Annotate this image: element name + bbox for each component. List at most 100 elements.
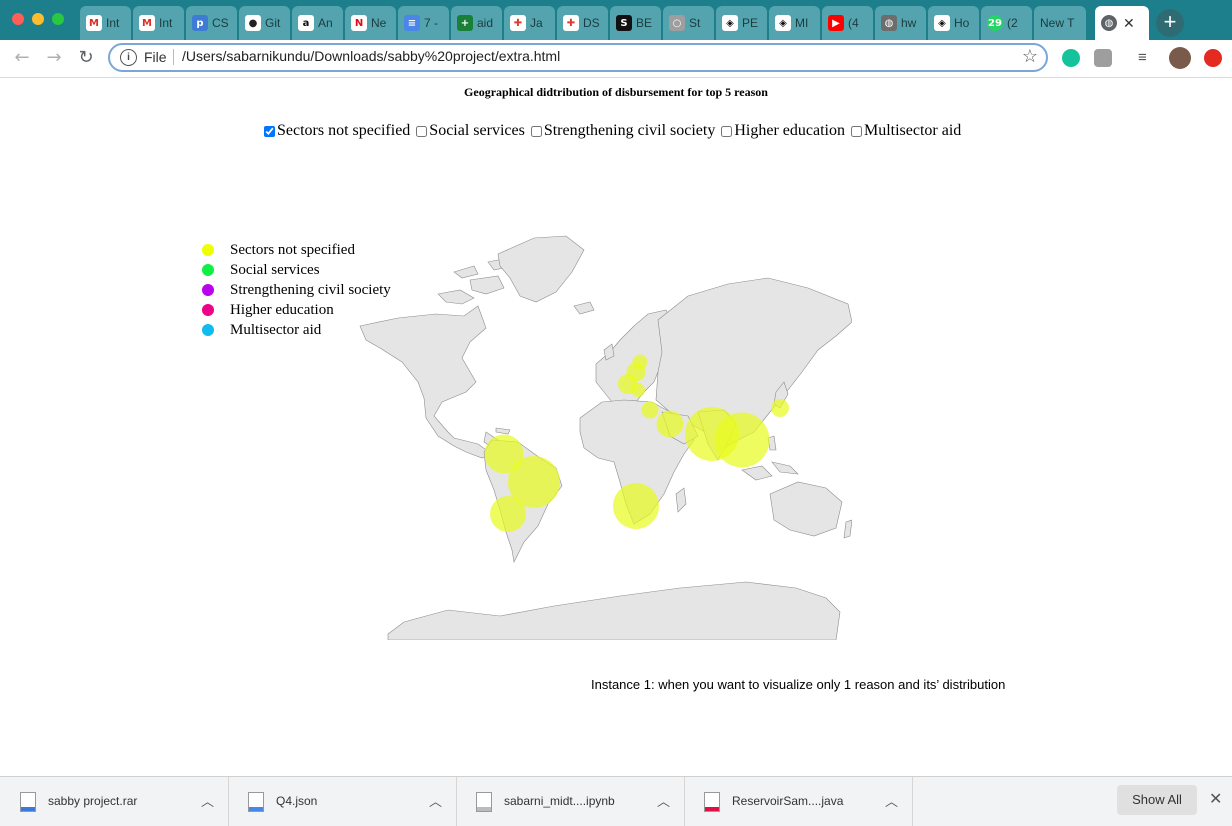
tab-10[interactable]: ✚ DS — [557, 6, 608, 40]
tab-1[interactable]: M Int — [80, 6, 131, 40]
tab-strip: M Int M Int p CS ● Git a An N Ne ≡ 7 - + aid ✚ Ja ✚ DS S BE ○ S… — [0, 0, 1232, 40]
disbursement-bubble[interactable] — [484, 434, 524, 474]
chevron-up-icon[interactable]: ︿ — [656, 794, 670, 809]
filter-label: Multisector aid — [863, 122, 962, 139]
tab-11[interactable]: S BE — [610, 6, 661, 40]
globe-icon: ◍ — [1101, 15, 1117, 31]
back-button[interactable]: ← — [14, 47, 30, 68]
download-item[interactable]: ReservoirSam....java ︿ — [684, 777, 913, 826]
disbursement-bubble[interactable] — [613, 483, 659, 529]
disbursement-bubble[interactable] — [508, 456, 560, 508]
world-map — [359, 235, 852, 640]
close-window-button[interactable] — [12, 13, 24, 25]
download-item[interactable]: sabarni_midt....ipynb ︿ — [456, 777, 685, 826]
extension-icon[interactable] — [1094, 49, 1112, 67]
tab-17[interactable]: ◈ Ho — [928, 6, 979, 40]
forward-button[interactable]: → — [46, 47, 62, 68]
update-icon[interactable] — [1204, 49, 1222, 67]
amazon-icon: a — [298, 15, 314, 31]
filter-label: Higher education — [734, 122, 845, 139]
tab-3[interactable]: p CS — [186, 6, 237, 40]
filter-checkbox[interactable] — [721, 125, 733, 137]
tab-12[interactable]: ○ St — [663, 6, 714, 40]
download-item[interactable]: sabby project.rar ︿ — [0, 777, 229, 826]
filter-option[interactable]: Sectors not specified — [264, 122, 410, 139]
legend-label: Higher education — [230, 301, 334, 318]
legend: Sectors not specified Social services Stre… — [200, 240, 391, 340]
tab-18[interactable]: 29 (2 — [981, 6, 1032, 40]
download-item[interactable]: Q4.json ︿ — [228, 777, 457, 826]
legend-item: Multisector aid — [200, 320, 391, 340]
tab-6[interactable]: N Ne — [345, 6, 396, 40]
disbursement-bubble[interactable] — [631, 383, 645, 397]
tab-title: DS — [583, 16, 600, 30]
tableau-icon: ✚ — [510, 15, 526, 31]
reload-button[interactable]: ↻ — [78, 47, 94, 68]
tab-title: Int — [159, 16, 173, 30]
filter-checkbox[interactable] — [530, 125, 542, 137]
tab-5[interactable]: a An — [292, 6, 343, 40]
disbursement-bubble[interactable] — [714, 412, 770, 468]
close-tab-icon[interactable]: ✕ — [1123, 14, 1135, 31]
gmail-icon: M — [139, 15, 155, 31]
tab-9[interactable]: ✚ Ja — [504, 6, 555, 40]
browser-toolbar: ← → ↻ i File /Users/sabarnikundu/Downloa… — [0, 40, 1232, 78]
disbursement-bubble[interactable] — [656, 410, 684, 438]
json-file-icon — [248, 792, 264, 812]
avatar[interactable] — [1169, 47, 1191, 69]
tab-title: aid — [477, 16, 494, 30]
file-icon — [476, 792, 492, 812]
tab-title: Git — [265, 16, 281, 30]
docs-icon: ≡ — [404, 15, 420, 31]
tab-4[interactable]: ● Git — [239, 6, 290, 40]
filter-option[interactable]: Higher education — [721, 122, 845, 139]
bookmark-star-icon[interactable]: ☆ — [1021, 46, 1038, 66]
filter-option[interactable]: Social services — [416, 122, 525, 139]
maximize-window-button[interactable] — [52, 13, 64, 25]
codepen-icon: ◈ — [722, 15, 738, 31]
tab-title: CS — [212, 16, 229, 30]
filter-checkbox[interactable] — [850, 125, 862, 137]
new-tab-button[interactable]: + — [1156, 9, 1184, 37]
disbursement-bubble[interactable] — [632, 354, 648, 370]
tab-2[interactable]: M Int — [133, 6, 184, 40]
codepen-icon: ◈ — [934, 15, 950, 31]
globe-icon: ◍ — [881, 15, 897, 31]
whatsapp-icon: 29 — [987, 15, 1003, 31]
download-shelf: sabby project.rar ︿ Q4.json ︿ sabarni_midt..… — [0, 776, 1232, 826]
chevron-up-icon[interactable]: ︿ — [428, 794, 442, 809]
info-icon[interactable]: i — [120, 49, 137, 66]
filter-option[interactable]: Multisector aid — [850, 122, 962, 139]
tableau-icon: ✚ — [563, 15, 579, 31]
filter-checkbox[interactable] — [416, 125, 428, 137]
tab-15[interactable]: ▶ (4 — [822, 6, 873, 40]
close-shelf-icon[interactable]: ✕ — [1209, 791, 1223, 808]
url-text[interactable]: /Users/sabarnikundu/Downloads/sabby%20pr… — [182, 48, 561, 64]
minimize-window-button[interactable] — [32, 13, 44, 25]
filter-checkbox[interactable] — [264, 125, 275, 137]
s-icon: S — [616, 15, 632, 31]
tab-active[interactable]: ◍ ✕ — [1095, 6, 1149, 40]
filter-label: Strengthening civil society — [543, 122, 716, 139]
download-filename: ReservoirSam....java — [732, 794, 844, 808]
playlist-icon[interactable]: ≡ — [1138, 49, 1147, 66]
caption: Instance 1: when you want to visualize o… — [591, 677, 1006, 692]
disbursement-bubble[interactable] — [490, 496, 526, 532]
tab-19[interactable]: New T — [1034, 6, 1086, 40]
tab-16[interactable]: ◍ hw — [875, 6, 926, 40]
filter-option[interactable]: Strengthening civil society — [530, 122, 716, 139]
grammarly-icon[interactable] — [1062, 49, 1080, 67]
tab-7[interactable]: ≡ 7 - — [398, 6, 449, 40]
disbursement-bubble[interactable] — [641, 401, 659, 419]
show-all-button[interactable]: Show All — [1117, 785, 1197, 815]
tab-8[interactable]: + aid — [451, 6, 502, 40]
legend-item: Higher education — [200, 300, 391, 320]
address-bar[interactable]: i File /Users/sabarnikundu/Downloads/sab… — [108, 43, 1048, 72]
download-filename: sabby project.rar — [48, 794, 138, 808]
chevron-up-icon[interactable]: ︿ — [884, 794, 898, 809]
disbursement-bubble[interactable] — [771, 399, 789, 417]
tab-14[interactable]: ◈ MI — [769, 6, 820, 40]
chevron-up-icon[interactable]: ︿ — [200, 794, 214, 809]
p-icon: p — [192, 15, 208, 31]
tab-13[interactable]: ◈ PE — [716, 6, 767, 40]
